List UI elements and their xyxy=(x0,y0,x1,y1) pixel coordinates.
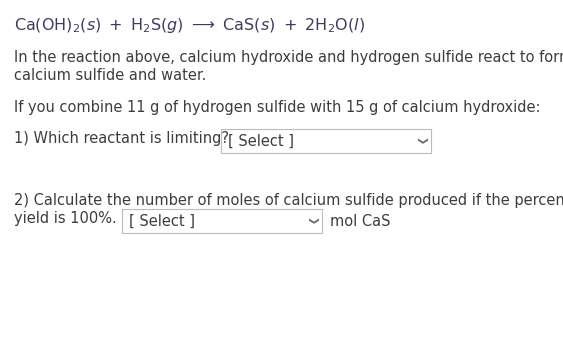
Text: [ Select ]: [ Select ] xyxy=(129,214,195,228)
FancyBboxPatch shape xyxy=(221,129,431,153)
Text: ❯: ❯ xyxy=(416,137,426,145)
Text: If you combine 11 g of hydrogen sulfide with 15 g of calcium hydroxide:: If you combine 11 g of hydrogen sulfide … xyxy=(14,100,540,115)
Text: $\rm Ca(OH)_2\mathit{(s)}\ +\ H_2S\mathit{(g)}\ \longrightarrow\ CaS\mathit{(s)}: $\rm Ca(OH)_2\mathit{(s)}\ +\ H_2S\mathi… xyxy=(14,16,365,35)
FancyBboxPatch shape xyxy=(122,209,322,233)
Text: mol CaS: mol CaS xyxy=(330,214,391,228)
Text: 1) Which reactant is limiting?: 1) Which reactant is limiting? xyxy=(14,131,229,146)
Text: 2) Calculate the number of moles of calcium sulfide produced if the percent: 2) Calculate the number of moles of calc… xyxy=(14,193,563,208)
Text: ❯: ❯ xyxy=(307,217,317,225)
Text: calcium sulfide and water.: calcium sulfide and water. xyxy=(14,68,207,83)
Text: In the reaction above, calcium hydroxide and hydrogen sulfide react to form: In the reaction above, calcium hydroxide… xyxy=(14,50,563,65)
Text: yield is 100%.: yield is 100%. xyxy=(14,211,117,226)
Text: [ Select ]: [ Select ] xyxy=(228,133,294,149)
